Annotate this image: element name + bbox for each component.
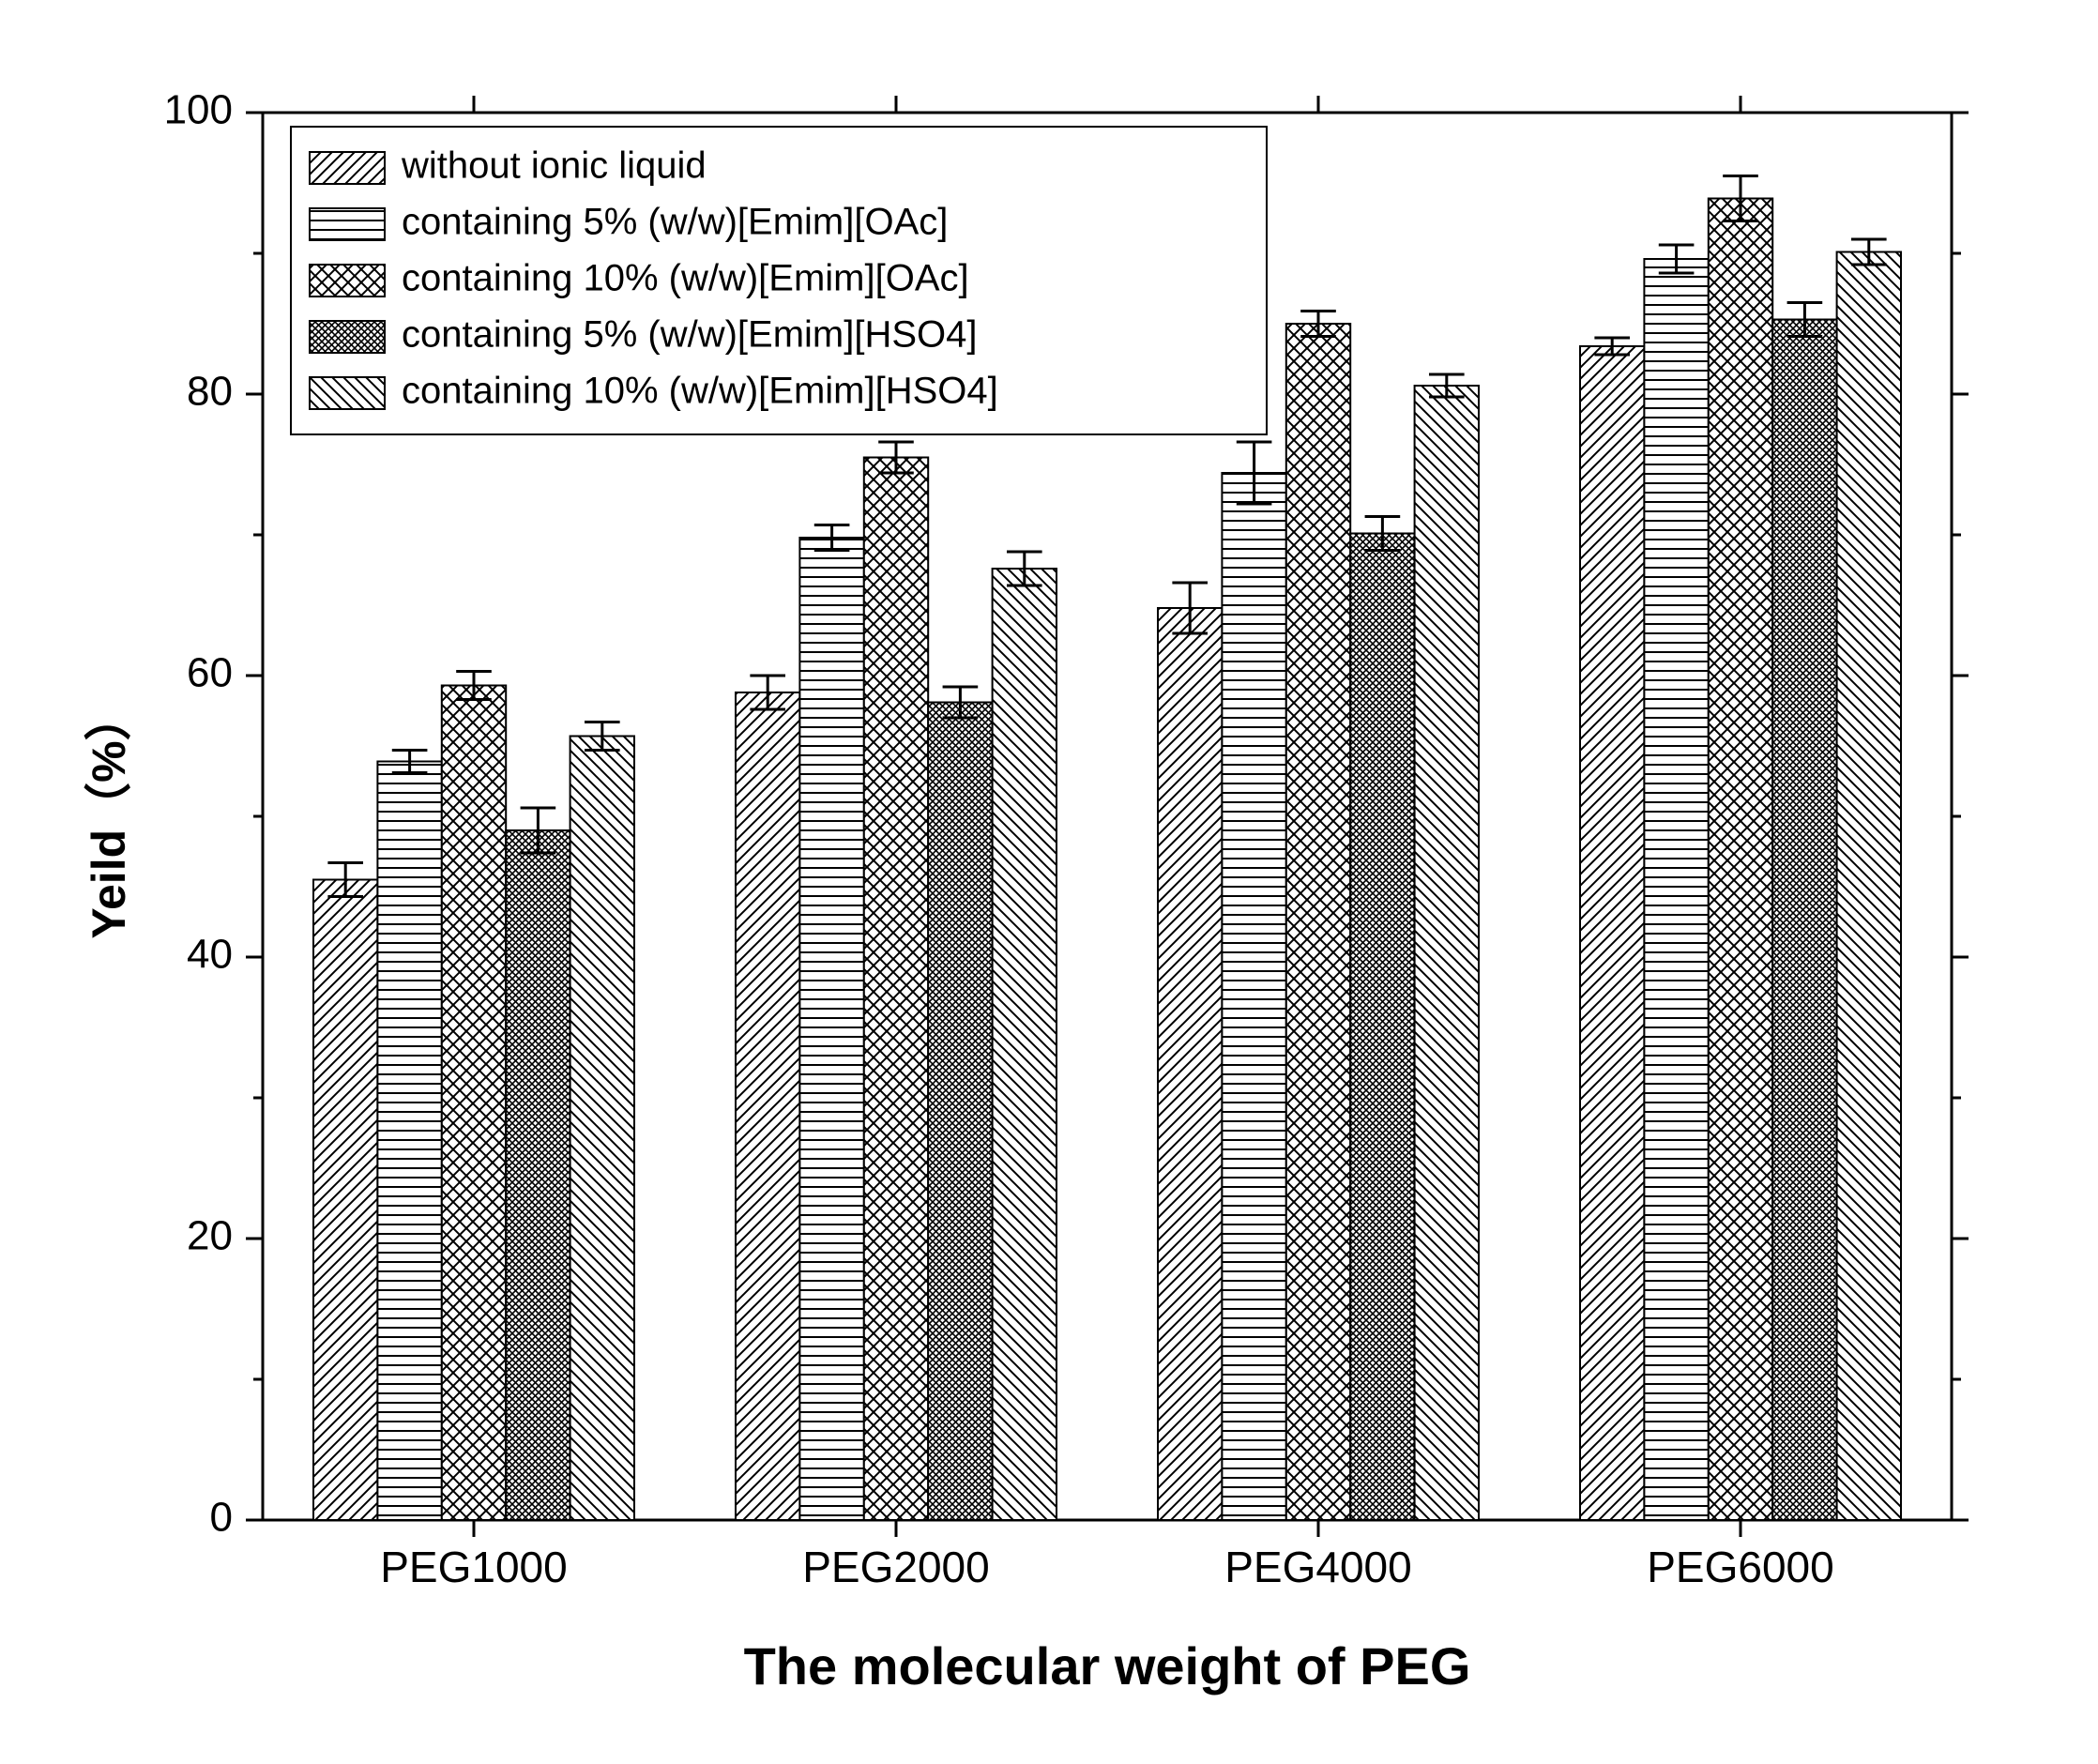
legend-swatch: [310, 208, 385, 240]
bar: [1837, 252, 1901, 1521]
bar: [1415, 386, 1479, 1520]
legend-swatch: [310, 377, 385, 409]
legend-label: containing 10% (w/w)[Emim][OAc]: [402, 258, 969, 299]
bar: [1644, 259, 1708, 1520]
legend-swatch: [310, 152, 385, 184]
bar: [1709, 199, 1772, 1521]
bar: [1222, 473, 1285, 1520]
y-tick-label: 60: [187, 650, 233, 696]
bar: [377, 762, 441, 1521]
x-tick-label: PEG6000: [1647, 1543, 1833, 1591]
y-tick-label: 100: [164, 87, 233, 133]
x-tick-label: PEG4000: [1224, 1543, 1411, 1591]
bar: [1350, 534, 1414, 1521]
x-axis-label: The molecular weight of PEG: [744, 1636, 1471, 1696]
legend-label: containing 5% (w/w)[Emim][HSO4]: [402, 314, 978, 356]
y-tick-label: 0: [210, 1495, 233, 1541]
legend-label: containing 5% (w/w)[Emim][OAc]: [402, 202, 948, 243]
bar: [1158, 608, 1222, 1520]
bar: [1772, 320, 1836, 1521]
bar: [1286, 324, 1350, 1520]
legend-label: containing 10% (w/w)[Emim][HSO4]: [402, 371, 998, 412]
y-tick-label: 80: [187, 369, 233, 415]
bar: [313, 880, 377, 1521]
y-axis-label: Yeild（%）: [83, 693, 135, 938]
bar: [993, 569, 1057, 1520]
x-tick-label: PEG2000: [802, 1543, 989, 1591]
bar: [1580, 346, 1644, 1520]
legend-swatch: [310, 265, 385, 297]
y-tick-label: 40: [187, 932, 233, 978]
x-tick-label: PEG1000: [380, 1543, 567, 1591]
legend-swatch: [310, 321, 385, 353]
y-tick-label: 20: [187, 1213, 233, 1259]
bar: [928, 703, 992, 1521]
bar: [799, 538, 863, 1520]
bar: [570, 737, 634, 1521]
bar: [506, 830, 570, 1520]
chart-container: 0 20 40 60 80 100 Yeild（%） PEG1000 PEG2000 PEG400…: [0, 0, 2098, 1764]
legend: without ionic liquid containing 5% (w/w)[…: [291, 127, 1267, 434]
bar: [442, 686, 506, 1521]
bar: [864, 458, 928, 1521]
bar-chart: 0 20 40 60 80 100 Yeild（%） PEG1000 PEG2000 PEG400…: [0, 0, 2098, 1764]
legend-label: without ionic liquid: [401, 145, 707, 187]
bar: [736, 692, 799, 1520]
